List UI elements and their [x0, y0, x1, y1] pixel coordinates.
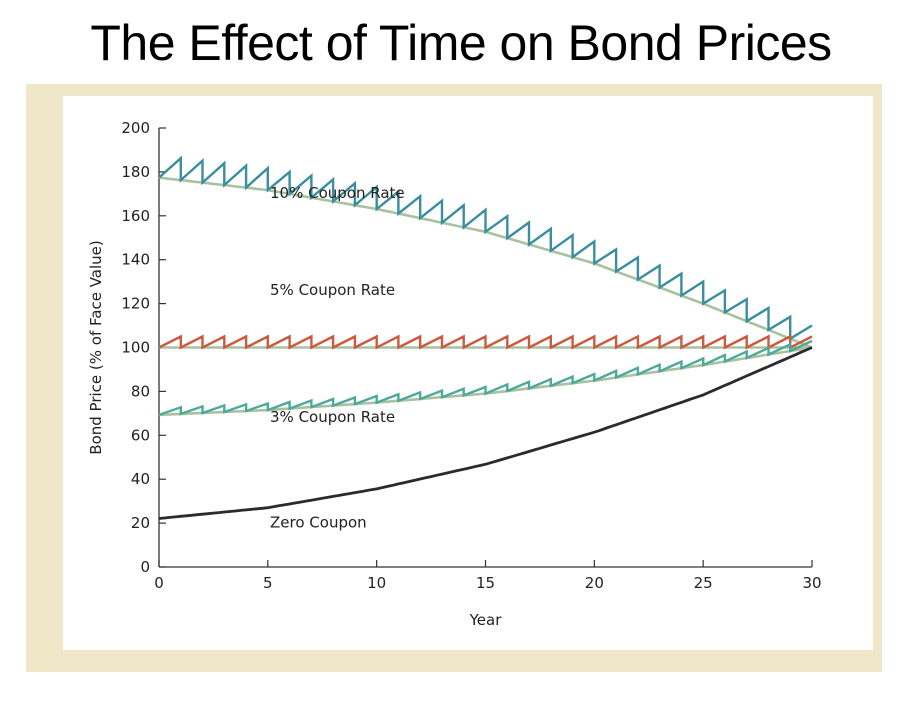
series-group [158, 155, 813, 520]
y-tick-label: 160 [121, 207, 150, 225]
series-sawtooth-line-2 [158, 339, 813, 417]
y-tick-label: 180 [121, 163, 150, 181]
series-sawtooth-line-0 [158, 155, 813, 341]
series-clean-curve-2 [158, 346, 813, 417]
series-label-3: Zero Coupon [270, 513, 367, 531]
x-axis-title: Year [469, 611, 503, 629]
y-tick-label: 0 [140, 558, 150, 576]
y-tick-label: 20 [131, 514, 150, 532]
x-tick-label: 10 [367, 574, 386, 592]
series-clean-curve-0 [158, 176, 813, 349]
series-sawtooth-line-1 [158, 334, 813, 350]
x-tick-label: 15 [476, 574, 495, 592]
x-tick-label: 25 [694, 574, 713, 592]
x-tick-label: 20 [585, 574, 604, 592]
y-tick-label: 100 [121, 339, 150, 357]
series-label-1: 5% Coupon Rate [270, 281, 395, 299]
plot-panel: 0 20 40 60 80 100 120 140 160 180 200 0 5 10 15 20 25 30 … [63, 96, 873, 650]
tick-labels-group: 0 20 40 60 80 100 120 140 160 180 200 0 5 10 15 20 25 30 [121, 119, 821, 592]
y-tick-label: 200 [121, 119, 150, 137]
x-tick-label: 0 [154, 574, 164, 592]
x-tick-label: 5 [263, 574, 273, 592]
axes-group [158, 127, 813, 568]
series-line-3 [158, 346, 813, 520]
y-tick-label: 60 [131, 426, 150, 444]
y-axis-title: Bond Price (% of Face Value) [87, 240, 105, 454]
series-label-0: 10% Coupon Rate [270, 184, 405, 202]
slide-title: The Effect of Time on Bond Prices [90, 15, 832, 71]
y-tick-label: 140 [121, 251, 150, 269]
x-tick-label: 30 [802, 574, 821, 592]
series-label-2: 3% Coupon Rate [270, 408, 395, 426]
y-tick-label: 40 [131, 470, 150, 488]
y-tick-label: 80 [131, 382, 150, 400]
series-labels-group: 10% Coupon Rate 5% Coupon Rate 3% Coupon R… [270, 184, 405, 531]
y-tick-label: 120 [121, 295, 150, 313]
